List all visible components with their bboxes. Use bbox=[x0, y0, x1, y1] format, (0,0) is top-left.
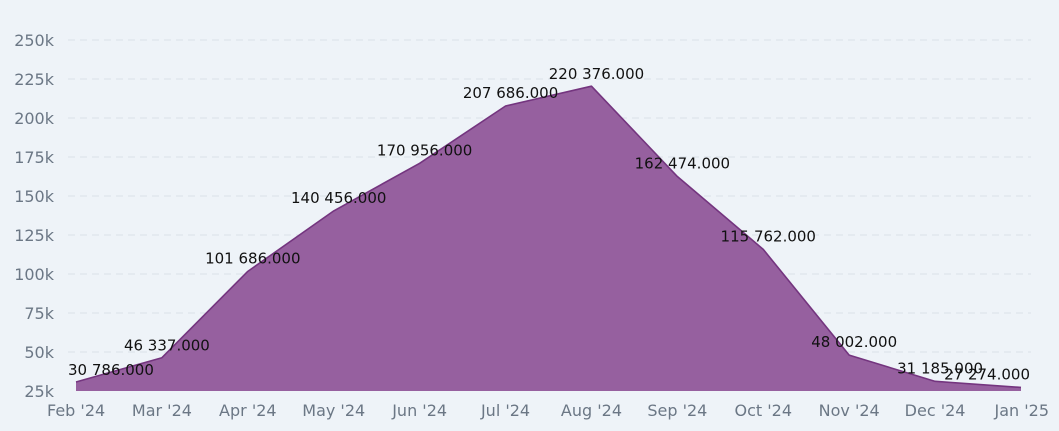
y-tick-label: 125k bbox=[14, 226, 55, 245]
data-label: 27 274.000 bbox=[944, 365, 1030, 383]
data-label: 101 686.000 bbox=[205, 249, 300, 267]
data-label: 162 474.000 bbox=[635, 155, 730, 173]
data-label: 30 786.000 bbox=[68, 361, 154, 379]
x-axis-ticks: Feb '24 Mar '24 Apr '24 May '24 Jun '24 Jul '… bbox=[47, 401, 1049, 420]
data-label: 48 002.000 bbox=[811, 333, 897, 351]
x-tick-label: Jul '24 bbox=[480, 401, 530, 420]
y-tick-label: 250k bbox=[14, 31, 55, 50]
data-label: 46 337.000 bbox=[124, 337, 210, 355]
x-tick-label: Dec '24 bbox=[905, 401, 966, 420]
y-tick-label: 25k bbox=[24, 382, 54, 401]
x-tick-label: May '24 bbox=[302, 401, 365, 420]
x-tick-label: Sep '24 bbox=[647, 401, 707, 420]
data-label: 31 185.000 bbox=[897, 359, 983, 377]
data-label: 207 686.000 bbox=[463, 84, 558, 102]
x-tick-label: Apr '24 bbox=[219, 401, 277, 420]
x-tick-label: Jun '24 bbox=[391, 401, 447, 420]
data-label: 170 956.000 bbox=[377, 141, 472, 159]
y-axis-ticks: 25k 50k 75k 100k 125k 150k 175k 200k 225k 250k bbox=[14, 31, 55, 401]
x-tick-label: Nov '24 bbox=[819, 401, 880, 420]
area-series bbox=[75, 85, 1022, 392]
y-tick-label: 150k bbox=[14, 187, 55, 206]
x-tick-label: Mar '24 bbox=[132, 401, 192, 420]
y-tick-label: 75k bbox=[24, 304, 54, 323]
data-label: 220 376.000 bbox=[549, 65, 644, 83]
series-line bbox=[75, 85, 1022, 389]
y-tick-label: 50k bbox=[24, 343, 54, 362]
data-labels: 30 786.000 46 337.000 101 686.000 140 456.0… bbox=[68, 65, 1030, 383]
x-tick-label: Aug '24 bbox=[561, 401, 622, 420]
y-tick-label: 100k bbox=[14, 265, 55, 284]
x-tick-label: Jan '25 bbox=[993, 401, 1049, 420]
x-tick-label: Oct '24 bbox=[735, 401, 793, 420]
x-tick-label: Feb '24 bbox=[47, 401, 105, 420]
data-label: 115 762.000 bbox=[721, 227, 816, 245]
y-tick-label: 200k bbox=[14, 109, 55, 128]
data-label: 140 456.000 bbox=[291, 189, 386, 207]
area-fill bbox=[76, 86, 1021, 392]
y-tick-label: 175k bbox=[14, 148, 55, 167]
y-tick-label: 225k bbox=[14, 70, 55, 89]
